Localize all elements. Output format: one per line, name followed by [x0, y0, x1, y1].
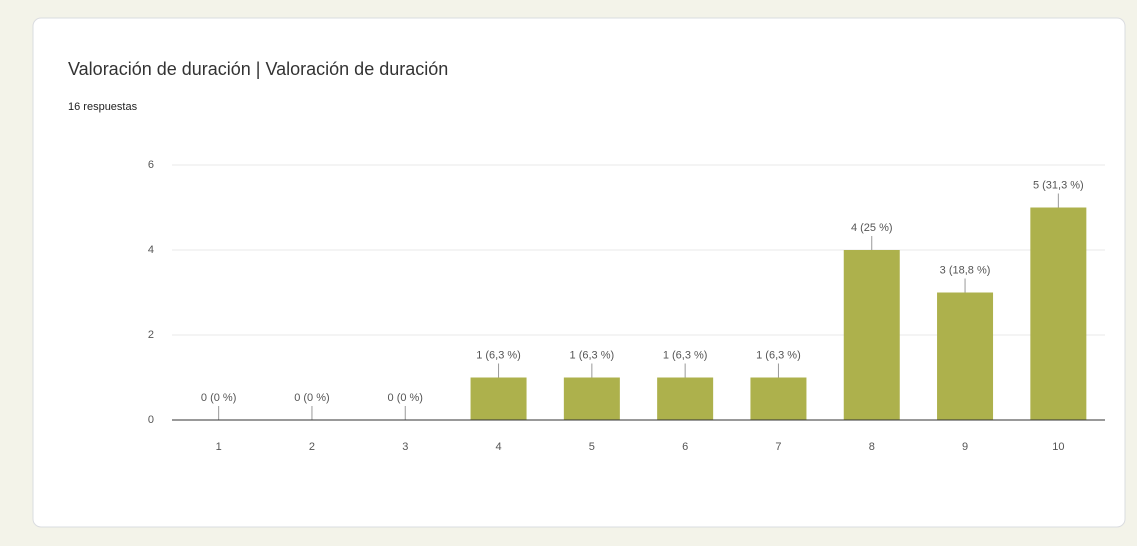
value-label: 1 (6,3 %) [570, 349, 615, 361]
x-tick-label: 10 [1052, 441, 1064, 453]
value-label: 1 (6,3 %) [663, 349, 708, 361]
bar [1030, 207, 1087, 420]
bar [563, 377, 620, 420]
x-tick-label: 5 [589, 441, 595, 453]
value-label: 5 (31,3 %) [1033, 179, 1084, 191]
bar [750, 377, 807, 420]
bar [657, 377, 714, 420]
bar [843, 250, 900, 420]
x-tick-label: 8 [869, 441, 875, 453]
x-tick-label: 1 [216, 441, 222, 453]
x-tick-label: 9 [962, 441, 968, 453]
chart-title: Valoración de duración | Valoración de d… [68, 59, 448, 79]
x-tick-label: 6 [682, 441, 688, 453]
value-label: 0 (0 %) [201, 392, 236, 404]
value-label: 3 (18,8 %) [940, 264, 991, 276]
bar [470, 377, 527, 420]
value-label: 0 (0 %) [388, 392, 423, 404]
value-label: 4 (25 %) [851, 222, 893, 234]
bar [937, 292, 994, 420]
x-tick-label: 3 [402, 441, 408, 453]
y-tick-label: 2 [148, 329, 154, 341]
value-label: 0 (0 %) [294, 392, 329, 404]
x-tick-label: 7 [775, 441, 781, 453]
value-label: 1 (6,3 %) [756, 349, 801, 361]
y-tick-label: 6 [148, 159, 154, 171]
y-tick-label: 4 [148, 244, 154, 256]
x-tick-label: 2 [309, 441, 315, 453]
x-tick-label: 4 [495, 441, 501, 453]
y-tick-label: 0 [148, 414, 154, 426]
chart-subtitle: 16 respuestas [68, 101, 138, 113]
value-label: 1 (6,3 %) [476, 349, 521, 361]
